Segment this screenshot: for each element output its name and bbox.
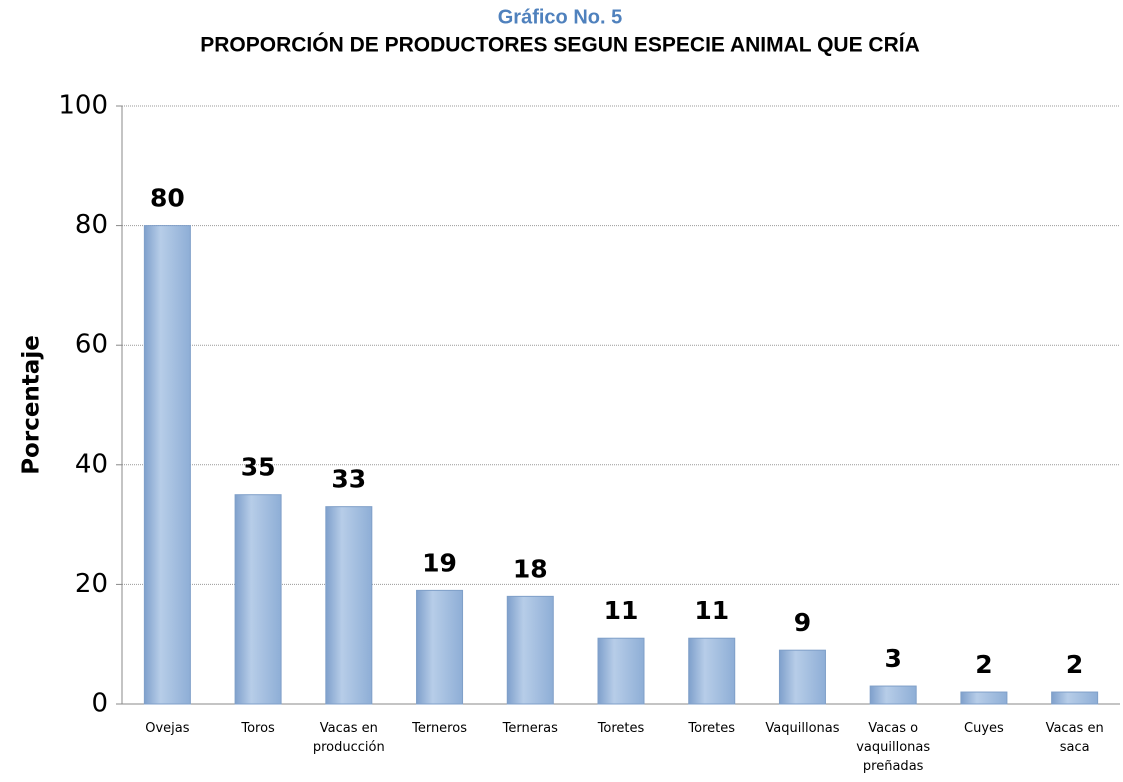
bar (688, 637, 736, 705)
y-tick-label: 0 (91, 689, 108, 719)
x-tick-label: Vacas o vaquillonas preñadas (856, 721, 930, 774)
bar (778, 649, 826, 705)
bar (325, 506, 373, 705)
x-tick-label: Vacas en producción (313, 721, 385, 755)
data-label: 18 (513, 554, 548, 583)
bar (1051, 691, 1099, 705)
x-tick-label: Cuyes (964, 721, 1004, 736)
x-tick-label: Toros (240, 721, 275, 736)
bar (506, 595, 554, 705)
bar (960, 691, 1008, 705)
data-label: 11 (604, 596, 639, 625)
data-label: 35 (241, 453, 276, 482)
bar (597, 637, 645, 705)
chart-title: Gráfico No. 5 (498, 6, 622, 28)
x-tick-label: Terneros (411, 721, 467, 736)
y-tick-label: 40 (75, 449, 108, 479)
data-label: 19 (422, 548, 457, 577)
bar (143, 225, 191, 705)
y-axis-label: Porcentaje (19, 335, 45, 475)
data-label: 2 (975, 650, 992, 679)
y-tick-label: 80 (75, 210, 108, 240)
x-tick-label: Ovejas (145, 721, 190, 736)
bar (416, 589, 464, 705)
data-label: 3 (884, 644, 901, 673)
data-label: 80 (150, 184, 185, 213)
y-tick-label: 100 (58, 91, 108, 121)
x-tick-label: Toretes (687, 721, 735, 736)
data-label: 2 (1066, 650, 1083, 679)
bar (234, 494, 282, 705)
y-tick-label: 20 (75, 569, 108, 599)
data-label: 33 (331, 465, 366, 494)
x-tick-label: Vaquillonas (765, 721, 839, 736)
data-label: 9 (794, 608, 811, 637)
bar (869, 685, 917, 705)
y-tick-label: 60 (75, 330, 108, 360)
x-tick-label: Vacas en saca (1046, 721, 1104, 755)
chart-subtitle: PROPORCIÓN DE PRODUCTORES SEGUN ESPECIE … (200, 33, 920, 57)
x-tick-label: Terneras (502, 721, 558, 736)
data-label: 11 (694, 596, 729, 625)
x-tick-label: Toretes (597, 721, 645, 736)
